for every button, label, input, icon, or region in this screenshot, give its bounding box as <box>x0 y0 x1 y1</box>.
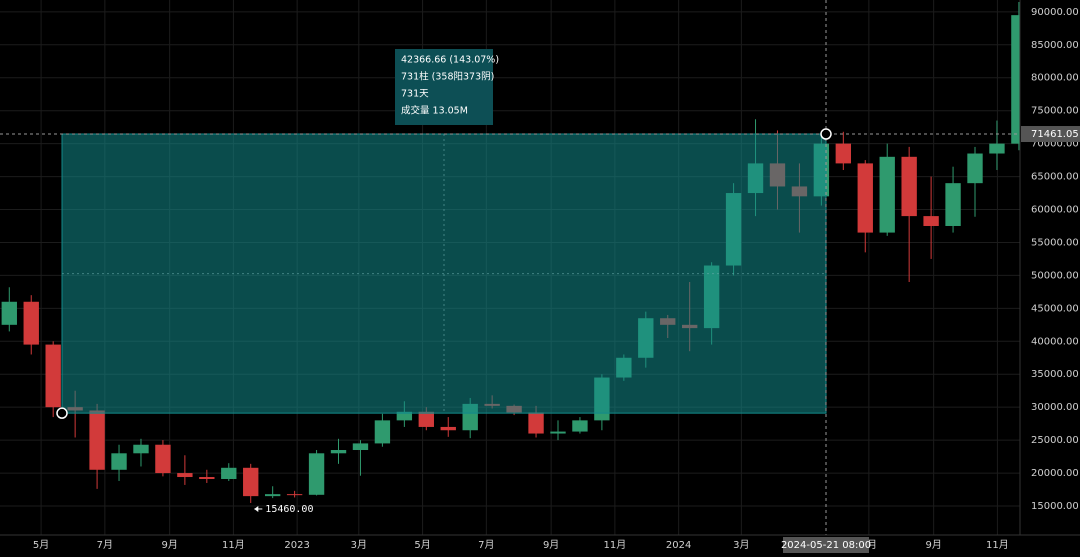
y-tick-label: 30000.00 <box>1031 402 1079 413</box>
y-tick-label: 15000.00 <box>1031 501 1079 512</box>
candle-body <box>879 156 895 233</box>
y-tick-label: 55000.00 <box>1031 237 1079 248</box>
price-label: 71461.05 <box>1031 129 1079 140</box>
x-tick-label: 5月 <box>414 539 430 551</box>
candle-body <box>835 143 851 164</box>
measure-info: 成交量 13.05M <box>401 105 468 117</box>
candle-body <box>23 301 39 345</box>
y-tick-label: 75000.00 <box>1031 106 1079 117</box>
candle-body <box>857 163 873 233</box>
x-tick-label: 9月 <box>925 539 941 551</box>
y-tick-label: 40000.00 <box>1031 336 1079 347</box>
candle-body <box>111 453 127 470</box>
candle-body <box>177 473 193 478</box>
measure-info: 731天 <box>401 89 429 100</box>
candle-body <box>374 420 391 444</box>
y-tick-label: 60000.00 <box>1031 205 1079 216</box>
candle-body <box>989 143 1005 154</box>
candle-body <box>45 344 61 408</box>
candle-body <box>440 426 456 431</box>
x-tick-label: 7月 <box>478 539 494 551</box>
candle-body <box>528 412 544 434</box>
x-tick-label: 3月 <box>351 539 367 551</box>
axes: 15000.00 20000.00 25000.00 30000.00 35000.00… <box>33 7 1080 553</box>
measure-tooltip <box>395 49 493 125</box>
candle-body <box>396 411 413 421</box>
y-tick-label: 45000.00 <box>1031 303 1079 314</box>
date-label-bg <box>783 537 869 553</box>
y-tick-label: 25000.00 <box>1031 435 1079 446</box>
low-arrow-head <box>254 505 259 512</box>
y-tick-label: 90000.00 <box>1031 7 1079 18</box>
x-tick-label: 11月 <box>604 539 627 551</box>
x-tick-label: 3月 <box>733 539 749 551</box>
candle-body <box>572 420 588 432</box>
x-tick-label: 2024 <box>666 540 691 551</box>
x-tick-label: 11月 <box>222 539 245 551</box>
price-label-bg <box>1021 126 1080 143</box>
x-tick-label: 9月 <box>161 539 177 551</box>
candle-body <box>550 431 566 434</box>
y-tick-label: 70000.00 <box>1031 139 1079 150</box>
candle-body <box>155 444 171 474</box>
x-tick-label: 5月 <box>33 539 49 551</box>
candle-body <box>308 453 325 495</box>
candle-body <box>89 410 105 470</box>
measure-info: 731柱 (358阳373阴) <box>401 71 494 83</box>
overlay: 42366.66 (143.07%) 731柱 (358阳373阴) 731天成交量… <box>0 0 1020 535</box>
candle-body <box>967 153 983 184</box>
y-tick-label: 20000.00 <box>1031 468 1079 479</box>
y-axis-bg <box>1020 0 1080 557</box>
x-tick-label: 7月 <box>97 539 113 551</box>
candle-body <box>1 301 17 325</box>
measure-handle <box>56 407 68 419</box>
measure-info: 42366.66 (143.07%) <box>401 55 499 66</box>
candle-body <box>330 450 347 454</box>
candle-body <box>945 183 961 226</box>
date-label: 2024-05-21 08:00 <box>781 540 871 551</box>
y-tick-label: 80000.00 <box>1031 73 1079 84</box>
candle-body <box>923 216 939 226</box>
candle-body <box>264 494 281 497</box>
low-label: 15460.00 <box>265 504 313 515</box>
y-tick-label: 35000.00 <box>1031 369 1079 380</box>
candle-body <box>133 444 149 454</box>
y-tick-label: 65000.00 <box>1031 172 1079 183</box>
candle-body <box>286 494 303 496</box>
x-tick-label: 11月 <box>986 539 1009 551</box>
candle-body <box>199 477 215 479</box>
candle-body <box>352 443 369 451</box>
x-tick-label: 9月 <box>543 539 559 551</box>
candle-body <box>243 467 259 497</box>
y-tick-label: 85000.00 <box>1031 40 1079 51</box>
candle-body <box>418 411 434 427</box>
candle-body <box>901 156 917 217</box>
candle-body <box>221 467 237 479</box>
measure-handle <box>820 128 832 140</box>
x-tick-label: 2023 <box>284 540 309 551</box>
y-tick-label: 50000.00 <box>1031 270 1079 281</box>
